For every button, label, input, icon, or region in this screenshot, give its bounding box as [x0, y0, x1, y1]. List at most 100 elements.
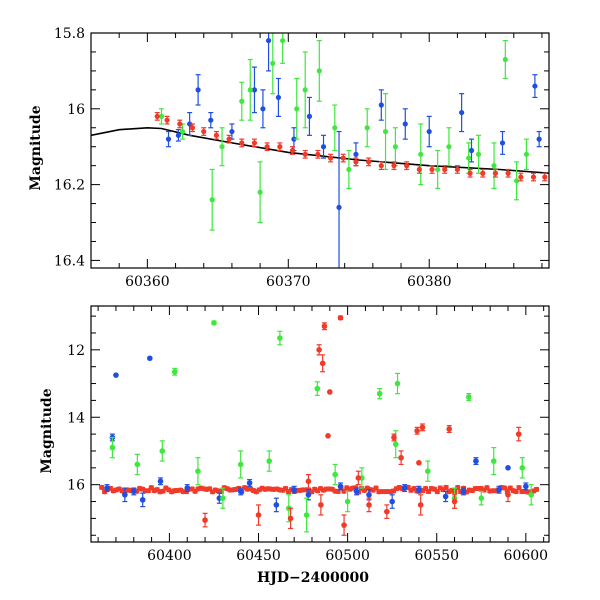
red-data-point-marker: [355, 475, 362, 481]
blue-data-point: [246, 479, 253, 487]
red-data-point: [366, 157, 372, 167]
green-data-point: [180, 123, 186, 140]
blue-data-point-marker: [251, 87, 258, 93]
green-data-point-marker: [211, 320, 217, 326]
red-data-point-marker: [451, 498, 458, 505]
red-data-point: [289, 146, 296, 155]
top-panel-data-layer: [91, 33, 549, 268]
blue-data-point-marker: [157, 478, 164, 485]
red-data-point: [518, 172, 524, 182]
y-tick-label: 16.4: [54, 253, 85, 269]
green-data-point-marker: [382, 128, 389, 135]
blue-data-point-marker: [402, 121, 408, 127]
red-data-point-marker: [327, 155, 334, 161]
green-data-point-marker: [302, 87, 308, 93]
red-data-point-marker: [226, 136, 232, 142]
green-data-point-marker: [303, 512, 310, 518]
blue-data-point: [496, 485, 502, 494]
red-data-point-marker: [251, 140, 258, 146]
blue-data-point-marker: [353, 151, 359, 157]
blue-data-point-marker: [265, 37, 272, 44]
red-data-point-marker: [429, 166, 435, 173]
green-data-point-marker: [466, 155, 472, 161]
green-data-point: [392, 127, 398, 167]
blue-data-point: [505, 465, 511, 471]
blue-data-point-marker: [426, 128, 432, 135]
red-data-point: [164, 115, 170, 125]
red-data-point-marker: [446, 426, 453, 432]
red-data-point-marker: [341, 522, 347, 528]
model-curve: [91, 126, 549, 174]
blue-data-point-marker: [229, 128, 235, 135]
blue-data-point: [273, 497, 280, 513]
red-data-point: [416, 459, 422, 466]
red-data-point: [391, 161, 397, 171]
green-data-point-marker: [314, 385, 321, 392]
red-data-point: [341, 514, 347, 536]
green-data-point-marker: [134, 461, 141, 468]
green-data-point-marker: [418, 151, 424, 157]
red-data-point-marker: [416, 166, 422, 173]
blue-data-point-marker: [401, 485, 408, 491]
red-data-point: [355, 470, 362, 486]
red-data-point-marker: [319, 360, 326, 367]
band-data-point: [516, 484, 522, 491]
green-data-point: [392, 430, 399, 459]
red-data-point-marker: [518, 174, 524, 180]
green-data-point: [490, 447, 497, 476]
green-data-point: [382, 93, 389, 171]
red-data-point-marker: [189, 125, 196, 131]
blue-data-point-marker: [195, 87, 201, 93]
y-tick-label: 16: [67, 478, 85, 494]
green-data-point-marker: [523, 151, 530, 157]
red-data-point-marker: [353, 159, 359, 165]
y-tick-label: 14: [67, 410, 85, 426]
red-data-point-marker: [505, 492, 511, 498]
x-tick-label: 60360: [125, 274, 170, 290]
green-data-point: [270, 33, 276, 95]
green-data-point-marker: [294, 106, 300, 112]
blue-data-point: [416, 485, 422, 494]
green-data-point-marker: [475, 151, 482, 157]
green-data-point-marker: [446, 144, 452, 150]
band-data-point: [455, 484, 461, 491]
blue-data-point-marker: [320, 144, 327, 150]
blue-data-point: [187, 111, 193, 136]
green-data-point-marker: [180, 128, 186, 135]
green-data-point-marker: [392, 144, 398, 150]
green-data-point: [220, 487, 226, 509]
red-data-point: [302, 149, 308, 159]
green-data-point: [491, 142, 497, 190]
green-data-point: [513, 161, 520, 201]
red-data-point-marker: [398, 454, 404, 461]
green-data-point-marker: [513, 178, 520, 184]
blue-data-point-marker: [473, 458, 479, 464]
red-data-point: [226, 134, 232, 144]
red-data-point: [542, 172, 548, 182]
red-data-point-marker: [515, 431, 522, 437]
green-data-point: [195, 457, 201, 486]
green-data-point-marker: [220, 495, 226, 501]
blue-data-point: [532, 74, 538, 99]
red-data-point-marker: [277, 144, 283, 150]
red-data-point: [213, 130, 220, 140]
blue-data-point: [536, 130, 542, 148]
blue-data-point: [265, 33, 272, 72]
blue-data-point-marker: [208, 117, 214, 123]
red-data-point: [414, 426, 420, 435]
green-data-point-marker: [209, 197, 215, 203]
green-data-point-marker: [332, 125, 338, 131]
red-data-point: [318, 494, 324, 516]
blue-data-point-marker: [122, 492, 128, 498]
blue-data-point-marker: [139, 497, 146, 503]
blue-data-point-marker: [505, 465, 511, 471]
blue-data-point-marker: [459, 109, 465, 116]
blue-data-point-marker: [460, 488, 467, 495]
red-data-point: [340, 153, 346, 163]
x-tick-label: 60450: [236, 548, 281, 564]
red-data-point-marker: [480, 170, 486, 176]
y-tick-label: 16: [67, 102, 85, 118]
red-data-point-marker: [378, 163, 384, 169]
red-data-point-marker: [417, 502, 424, 508]
